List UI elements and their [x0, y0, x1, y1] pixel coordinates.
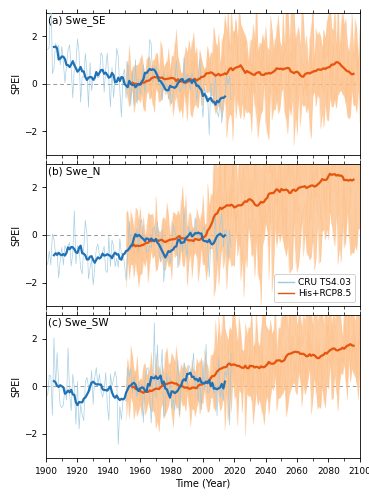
Text: (c) Swe_SW: (c) Swe_SW	[48, 317, 108, 328]
Legend: CRU TS4.03, His+RCP8.5: CRU TS4.03, His+RCP8.5	[274, 274, 355, 302]
Y-axis label: SPEI: SPEI	[11, 376, 21, 396]
Text: (a) Swe_SE: (a) Swe_SE	[48, 14, 105, 26]
X-axis label: Time (Year): Time (Year)	[175, 478, 231, 488]
Y-axis label: SPEI: SPEI	[11, 74, 21, 94]
Y-axis label: SPEI: SPEI	[11, 224, 21, 246]
Text: (b) Swe_N: (b) Swe_N	[48, 166, 100, 176]
